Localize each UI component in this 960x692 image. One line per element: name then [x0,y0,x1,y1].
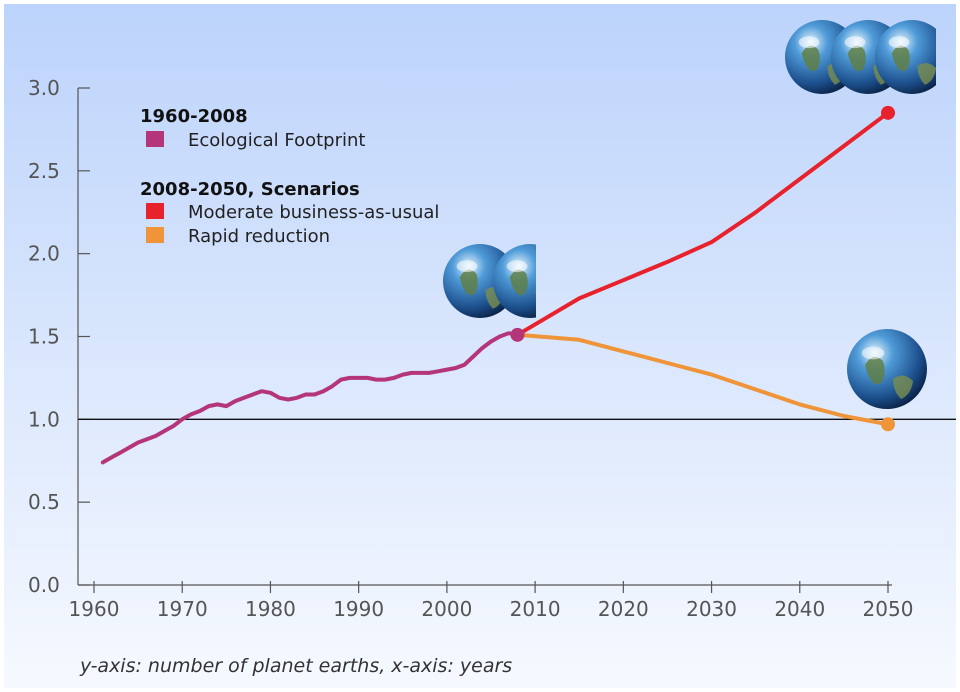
marker-footprint-2008 [510,327,525,342]
chart-caption: y-axis: number of planet earths, x-axis:… [79,655,512,677]
x-tick-label: 2020 [598,597,649,621]
y-tick-label: 2.5 [28,159,60,183]
x-tick-label: 1990 [333,597,384,621]
series-layer [100,105,895,465]
legend-group2-title: 2008-2050, Scenarios [140,179,360,200]
x-tick-label: 1980 [245,597,296,621]
y-tick-label: 1.0 [28,407,60,431]
earth-icon [847,329,927,409]
x-tick-label: 2000 [421,597,472,621]
marker-rapid-2050 [881,417,895,432]
legend-label-moderate: Moderate business-as-usual [188,202,439,223]
y-tick-label: 0.0 [28,573,60,597]
earth-icon-layer [443,20,936,409]
y-tick-label: 2.0 [28,242,60,266]
x-tick-label: 2040 [774,597,825,621]
legend: 1960-2008 Ecological Footprint 2008-2050… [140,106,439,247]
legend-label-rapid: Rapid reduction [188,226,330,247]
legend-label-ecological-footprint: Ecological Footprint [188,130,365,151]
earth-icon [493,244,536,318]
x-tick-label: 1960 [69,597,120,621]
series-line-ecological-footprint [100,331,520,465]
x-tick-label: 1970 [157,597,208,621]
chart-background [4,4,956,688]
x-tick-label: 2010 [510,597,561,621]
y-tick-label: 3.0 [28,76,60,100]
legend-group1-title: 1960-2008 [140,106,248,127]
series-line-moderate-business-as-usual [515,110,890,337]
x-tick-label: 2030 [686,597,737,621]
axes: 0.0 0.5 1.0 1.5 2.0 2.5 3.0 1960 1970 1980 1990 200… [28,76,913,621]
marker-moderate-2050 [881,105,895,120]
earth-icon [875,20,936,94]
x-tick-label: 2050 [863,597,914,621]
y-tick-label: 1.5 [28,325,60,349]
legend-swatch-ecological-footprint [146,131,164,147]
series-line-rapid-reduction [515,332,890,427]
y-tick-label: 0.5 [28,490,60,514]
legend-swatch-rapid [146,227,164,243]
legend-swatch-moderate [146,203,164,219]
